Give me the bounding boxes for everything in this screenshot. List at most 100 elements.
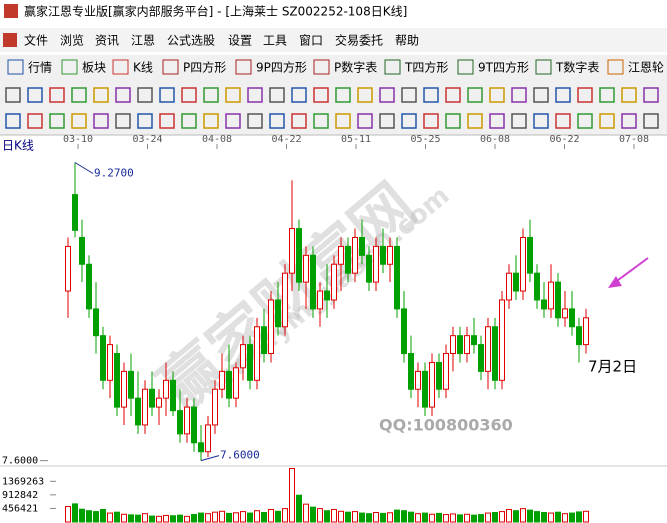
tool-icon[interactable]	[71, 87, 87, 103]
candle-body	[163, 379, 169, 399]
toolbar-button[interactable]: 9P四方形	[256, 60, 307, 75]
tool-icon[interactable]	[203, 87, 219, 103]
menu-item[interactable]: 江恩	[131, 34, 155, 48]
tool-icon[interactable]	[159, 113, 175, 129]
toolbar-icon[interactable]	[384, 59, 401, 75]
menu-item[interactable]: 文件	[24, 33, 48, 48]
toolbar-icon[interactable]	[313, 59, 330, 75]
tool-icon[interactable]	[401, 87, 417, 103]
tool-icon[interactable]	[225, 87, 241, 103]
tool-icon[interactable]	[379, 113, 395, 129]
tool-icon[interactable]	[621, 87, 637, 103]
tool-icon[interactable]	[423, 87, 439, 103]
high-pointer	[74, 162, 94, 174]
tool-icon[interactable]	[291, 87, 307, 103]
tool-icon[interactable]	[489, 87, 505, 103]
tool-icon[interactable]	[71, 113, 87, 129]
toolbar-button[interactable]: K线	[133, 61, 153, 75]
toolbar-button[interactable]: 板块	[82, 61, 106, 75]
tool-icon[interactable]	[93, 87, 109, 103]
menu-item[interactable]: 交易委托	[335, 33, 383, 48]
tool-icon[interactable]	[49, 87, 65, 103]
tool-icon[interactable]	[401, 113, 417, 129]
menu-item[interactable]: 设置	[228, 34, 252, 48]
tool-icon[interactable]	[467, 113, 483, 129]
tool-icon[interactable]	[49, 113, 65, 129]
toolbar-button[interactable]: T数字表	[555, 60, 599, 75]
toolbar-button[interactable]: 行情	[28, 61, 52, 75]
tool-icon[interactable]	[313, 87, 329, 103]
toolbar-button[interactable]: 江恩轮	[628, 61, 664, 75]
menu-item[interactable]: 帮助	[395, 34, 419, 48]
tool-icon[interactable]	[423, 113, 439, 129]
toolbar-icon[interactable]	[7, 59, 24, 75]
tool-icon[interactable]	[489, 113, 505, 129]
tool-icon[interactable]	[93, 113, 109, 129]
tool-icon[interactable]	[27, 113, 43, 129]
volume-bar	[471, 514, 477, 523]
tool-icon[interactable]	[247, 87, 263, 103]
tool-icon[interactable]	[27, 87, 43, 103]
tool-icon[interactable]	[511, 87, 527, 103]
tool-icon[interactable]	[445, 113, 461, 129]
volume-bar	[429, 513, 435, 523]
toolbar-icon[interactable]	[457, 59, 474, 75]
tool-icon[interactable]	[115, 87, 131, 103]
volume-bar	[275, 510, 281, 523]
toolbar-icon[interactable]	[607, 59, 624, 75]
toolbar-icon[interactable]	[535, 59, 552, 75]
menu-item[interactable]: 工具	[263, 34, 287, 48]
tool-icon[interactable]	[137, 113, 153, 129]
chart-title: 日K线	[2, 139, 34, 153]
menu-item[interactable]: 资讯	[95, 34, 119, 48]
menu-item[interactable]: 窗口	[299, 34, 323, 48]
tool-icon[interactable]	[115, 113, 131, 129]
tool-icon[interactable]	[291, 113, 307, 129]
tool-icon[interactable]	[643, 87, 659, 103]
tool-icon[interactable]	[181, 87, 197, 103]
tool-icon[interactable]	[555, 113, 571, 129]
tool-icon[interactable]	[5, 87, 21, 103]
tool-icon[interactable]	[357, 113, 373, 129]
tool-icon[interactable]	[357, 87, 373, 103]
tool-icon[interactable]	[445, 87, 461, 103]
tool-icon[interactable]	[577, 87, 593, 103]
tool-icon[interactable]	[5, 113, 21, 129]
tool-icon[interactable]	[181, 113, 197, 129]
toolbar-button[interactable]: P四方形	[183, 60, 226, 75]
contact-note: QQ:100800360	[379, 416, 513, 435]
tool-icon[interactable]	[269, 87, 285, 103]
volume-bar	[191, 514, 197, 523]
toolbar-icon[interactable]	[235, 59, 252, 75]
tool-icon[interactable]	[313, 113, 329, 129]
toolbar-button[interactable]: P数字表	[334, 60, 377, 75]
tool-icon[interactable]	[555, 87, 571, 103]
tool-icon[interactable]	[599, 87, 615, 103]
tool-icon[interactable]	[335, 113, 351, 129]
toolbar-icon[interactable]	[112, 59, 129, 75]
toolbar-icon[interactable]	[61, 59, 78, 75]
volume-bar	[401, 510, 407, 523]
volume-bar	[478, 514, 484, 523]
tool-icon[interactable]	[643, 113, 659, 129]
tool-icon[interactable]	[335, 87, 351, 103]
tool-icon[interactable]	[269, 113, 285, 129]
toolbar-button[interactable]: T四方形	[404, 60, 448, 75]
tool-icon[interactable]	[467, 87, 483, 103]
menu-item[interactable]: 公式选股	[167, 34, 215, 48]
tool-icon[interactable]	[577, 113, 593, 129]
tool-icon[interactable]	[159, 87, 175, 103]
tool-icon[interactable]	[203, 113, 219, 129]
tool-icon[interactable]	[247, 113, 263, 129]
tool-icon[interactable]	[137, 87, 153, 103]
tool-icon[interactable]	[533, 113, 549, 129]
toolbar-button[interactable]: 9T四方形	[478, 60, 529, 75]
tool-icon[interactable]	[533, 87, 549, 103]
tool-icon[interactable]	[225, 113, 241, 129]
toolbar-icon[interactable]	[162, 59, 179, 75]
tool-icon[interactable]	[379, 87, 395, 103]
menu-item[interactable]: 浏览	[60, 33, 84, 48]
tool-icon[interactable]	[621, 113, 637, 129]
tool-icon[interactable]	[511, 113, 527, 129]
tool-icon[interactable]	[599, 113, 615, 129]
